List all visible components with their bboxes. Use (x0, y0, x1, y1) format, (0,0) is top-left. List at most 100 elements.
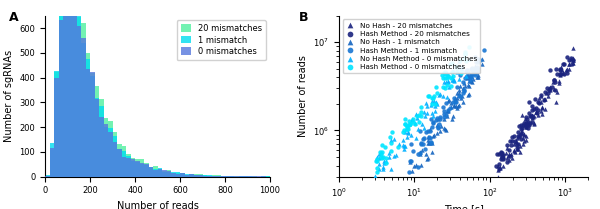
Bar (99, 117, 104, 177)
Hash Method - 1 mismatch (413, 165, 422, 168)
No Hash Method - 0 mismatches (374, 153, 384, 156)
Bar (180, 173, 185, 177)
No Hash Method - 0 mismatches (407, 118, 417, 121)
Hash Method - 20 mismatches (525, 122, 535, 125)
Bar (229, 176, 234, 177)
No Hash - 1 mismatch (405, 177, 415, 181)
Bar (108, 128, 113, 177)
No Hash - 20 mismatches (532, 110, 541, 113)
Bar (149, 167, 153, 177)
Bar (45, 176, 49, 177)
Hash Method - 1 mismatch (404, 170, 413, 173)
Hash Method - 0 mismatches (446, 76, 455, 80)
Bar (265, 176, 270, 177)
No Hash - 1 mismatch (454, 89, 464, 92)
Hash Method - 20 mismatches (562, 72, 572, 75)
No Hash - 20 mismatches (537, 106, 547, 109)
X-axis label: Time [s]: Time [s] (443, 204, 484, 209)
Hash Method - 0 mismatches (459, 57, 469, 60)
No Hash Method - 0 mismatches (394, 142, 404, 146)
No Hash - 20 mismatches (555, 73, 565, 77)
No Hash - 20 mismatches (555, 72, 565, 75)
Bar (86, 53, 90, 177)
Bar (212, 176, 216, 177)
No Hash Method - 0 mismatches (398, 143, 408, 147)
Hash Method - 20 mismatches (502, 160, 511, 163)
Hash Method - 20 mismatches (512, 144, 521, 147)
Hash Method - 1 mismatch (428, 120, 438, 124)
Bar (203, 175, 207, 177)
Hash Method - 1 mismatch (463, 75, 472, 78)
No Hash - 20 mismatches (520, 133, 529, 137)
Hash Method - 0 mismatches (393, 146, 403, 149)
No Hash - 1 mismatch (436, 124, 446, 128)
No Hash - 20 mismatches (520, 133, 529, 136)
Hash Method - 20 mismatches (498, 153, 508, 156)
Hash Method - 20 mismatches (567, 62, 577, 65)
Hash Method - 20 mismatches (516, 138, 526, 141)
Bar (59, 20, 63, 177)
Hash Method - 1 mismatch (425, 137, 434, 140)
No Hash Method - 0 mismatches (442, 80, 451, 84)
No Hash Method - 0 mismatches (371, 175, 380, 178)
No Hash - 20 mismatches (551, 100, 560, 104)
Hash Method - 20 mismatches (512, 147, 521, 150)
Hash Method - 1 mismatch (461, 70, 470, 73)
Bar (216, 176, 221, 177)
Bar (135, 162, 139, 177)
Bar (63, 0, 67, 177)
No Hash Method - 0 mismatches (429, 99, 439, 103)
No Hash - 20 mismatches (512, 139, 521, 143)
Bar (207, 175, 212, 177)
Bar (139, 159, 144, 177)
Text: A: A (9, 11, 19, 24)
Hash Method - 1 mismatch (413, 153, 423, 156)
Hash Method - 1 mismatch (416, 141, 426, 144)
No Hash - 1 mismatch (442, 114, 452, 118)
Bar (212, 175, 216, 177)
Bar (81, 43, 86, 177)
No Hash - 1 mismatch (472, 75, 482, 79)
No Hash Method - 0 mismatches (379, 161, 389, 165)
No Hash Method - 0 mismatches (410, 121, 419, 125)
No Hash - 1 mismatch (466, 79, 476, 82)
Bar (189, 174, 193, 177)
No Hash - 20 mismatches (504, 152, 514, 156)
Hash Method - 20 mismatches (513, 130, 523, 134)
No Hash Method - 0 mismatches (392, 153, 401, 157)
Hash Method - 0 mismatches (423, 94, 433, 97)
Hash Method - 0 mismatches (400, 122, 410, 126)
Bar (198, 175, 203, 177)
No Hash - 1 mismatch (446, 105, 456, 109)
Hash Method - 1 mismatch (467, 67, 477, 70)
Bar (252, 176, 257, 177)
Bar (193, 175, 198, 177)
Bar (54, 78, 59, 177)
Legend: 20 mismatches, 1 mismatch, 0 mismatches: 20 mismatches, 1 mismatch, 0 mismatches (177, 20, 266, 60)
Hash Method - 20 mismatches (527, 104, 536, 108)
Bar (59, 16, 63, 177)
Bar (121, 151, 126, 177)
Bar (135, 159, 139, 177)
No Hash - 20 mismatches (493, 168, 503, 172)
Bar (216, 175, 221, 177)
No Hash Method - 0 mismatches (436, 93, 445, 96)
No Hash - 20 mismatches (568, 56, 578, 60)
Hash Method - 1 mismatch (449, 96, 459, 100)
No Hash - 1 mismatch (409, 164, 419, 167)
No Hash Method - 0 mismatches (403, 131, 413, 134)
Bar (121, 146, 126, 177)
Bar (108, 121, 113, 177)
No Hash - 20 mismatches (544, 87, 554, 90)
Bar (67, 0, 72, 177)
Hash Method - 20 mismatches (510, 139, 520, 142)
Bar (185, 175, 189, 177)
Bar (162, 171, 167, 177)
Bar (207, 176, 212, 177)
Hash Method - 0 mismatches (377, 150, 387, 153)
Bar (167, 170, 171, 177)
No Hash Method - 0 mismatches (399, 147, 409, 151)
Bar (126, 158, 131, 177)
No Hash - 20 mismatches (540, 107, 550, 110)
No Hash - 20 mismatches (545, 88, 555, 92)
